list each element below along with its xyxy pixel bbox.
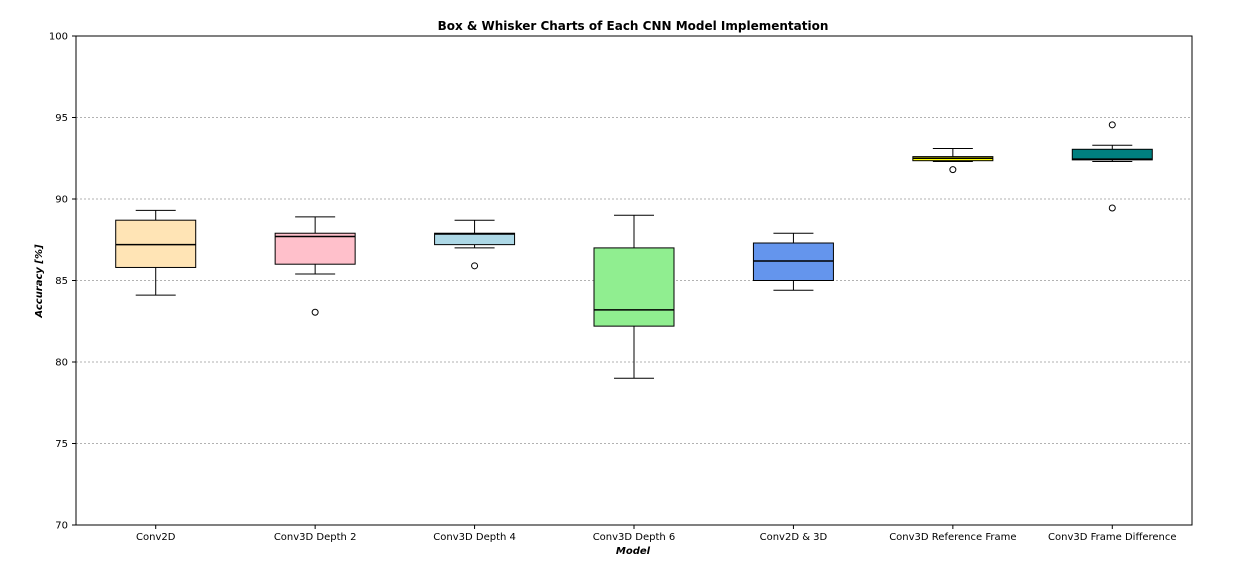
- box-group: [274, 216, 356, 316]
- y-tick-label: 90: [55, 195, 68, 206]
- x-tick-label: Conv3D Depth 6: [593, 532, 676, 543]
- x-axis-ticks: Conv2D Conv3D Depth 2 Conv3D Depth 4 Conv3D…: [136, 525, 1177, 543]
- x-tick-label: Conv2D: [136, 532, 176, 543]
- y-axis-label: Accuracy [%]: [34, 244, 45, 319]
- x-tick-label: Conv2D & 3D: [760, 532, 828, 543]
- iqr-box: [115, 219, 197, 268]
- box-group: [434, 219, 516, 270]
- x-tick-label: Conv3D Frame Difference: [1048, 532, 1177, 543]
- x-tick-label: Conv3D Depth 4: [433, 532, 516, 543]
- y-tick-label: 80: [55, 358, 68, 369]
- outlier-point: [1108, 121, 1116, 129]
- outlier-point: [949, 166, 957, 174]
- chart-title: Box & Whisker Charts of Each CNN Model I…: [438, 19, 829, 33]
- y-tick-label: 85: [55, 276, 68, 287]
- box-group: [115, 209, 197, 296]
- outlier-point: [471, 262, 479, 270]
- x-tick-label: Conv3D Reference Frame: [889, 532, 1016, 543]
- iqr-box: [274, 232, 356, 265]
- y-tick-label: 100: [49, 32, 68, 43]
- x-axis-label: Model: [616, 546, 651, 557]
- x-tick-label: Conv3D Depth 2: [274, 532, 357, 543]
- box-group: [593, 214, 675, 379]
- outlier-point: [1108, 204, 1116, 212]
- y-tick-label: 75: [55, 439, 68, 450]
- box-group: [1071, 121, 1153, 212]
- iqr-box: [1071, 148, 1153, 161]
- box-group: [752, 232, 834, 291]
- y-axis-ticks: 70 75 80 85 90 95 100: [49, 32, 76, 532]
- iqr-box: [593, 247, 675, 327]
- outlier-point: [311, 308, 319, 316]
- y-tick-label: 70: [55, 521, 68, 532]
- box-series: [115, 121, 1153, 379]
- box-group: [912, 147, 994, 174]
- iqr-box: [434, 232, 516, 246]
- iqr-box: [752, 242, 834, 281]
- y-tick-label: 95: [55, 113, 68, 124]
